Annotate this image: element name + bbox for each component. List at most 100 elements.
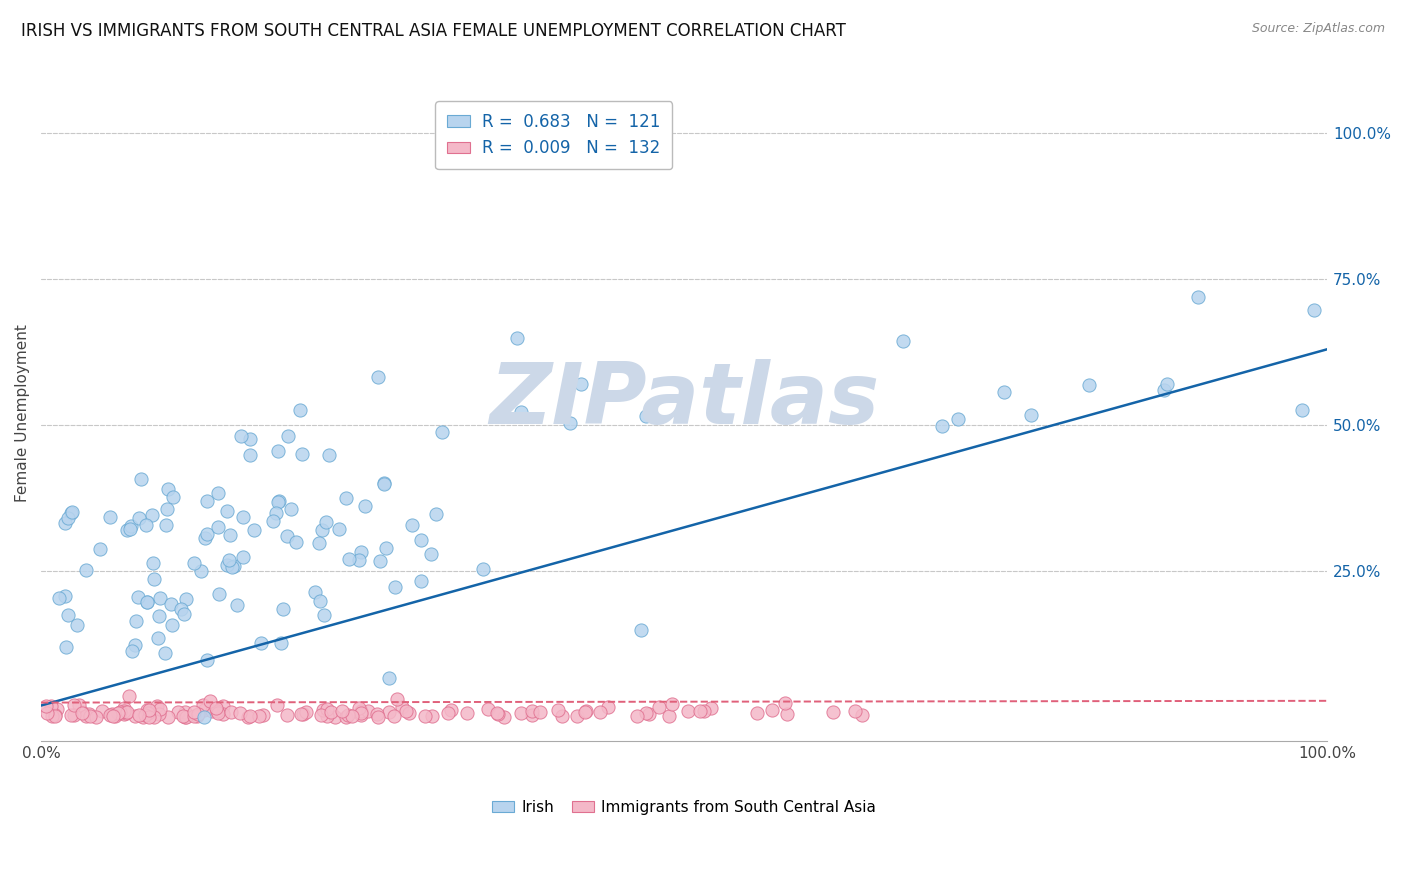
Point — [634, 706, 657, 720]
Point — [149, 591, 172, 606]
Point — [72, 706, 94, 720]
Point — [377, 671, 399, 685]
Point — [160, 618, 183, 632]
Point — [304, 584, 326, 599]
Point — [350, 704, 373, 718]
Point — [104, 709, 127, 723]
Point — [125, 614, 148, 628]
Point — [266, 698, 288, 713]
Point — [134, 708, 156, 723]
Point — [129, 472, 152, 486]
Point — [551, 708, 574, 723]
Point — [132, 710, 155, 724]
Point — [100, 707, 122, 722]
Point — [225, 598, 247, 612]
Point — [1153, 383, 1175, 397]
Point — [420, 709, 443, 723]
Point — [288, 403, 311, 417]
Point — [276, 708, 298, 723]
Point — [67, 698, 90, 712]
Point — [367, 370, 389, 384]
Text: ZIPatlas: ZIPatlas — [489, 359, 879, 442]
Point — [174, 710, 197, 724]
Point — [48, 591, 70, 606]
Point — [162, 491, 184, 505]
Point — [243, 523, 266, 537]
Point — [700, 701, 723, 715]
Point — [89, 542, 111, 557]
Point — [472, 562, 495, 576]
Point — [195, 494, 218, 508]
Point — [350, 706, 373, 720]
Point — [374, 541, 396, 556]
Point — [217, 558, 239, 572]
Point — [946, 412, 969, 426]
Point — [239, 432, 262, 446]
Point — [401, 518, 423, 533]
Point — [121, 644, 143, 658]
Point — [569, 377, 592, 392]
Point — [156, 502, 179, 516]
Point — [46, 702, 69, 716]
Point — [146, 632, 169, 646]
Point — [249, 709, 271, 723]
Point — [207, 587, 229, 601]
Point — [335, 491, 357, 506]
Point — [315, 702, 337, 716]
Point — [547, 703, 569, 717]
Point — [136, 706, 159, 721]
Point — [207, 520, 229, 534]
Point — [560, 417, 582, 431]
Point — [492, 710, 515, 724]
Point — [1021, 408, 1043, 422]
Point — [108, 706, 131, 720]
Point — [231, 429, 253, 443]
Point — [195, 653, 218, 667]
Point — [350, 708, 373, 723]
Point — [267, 495, 290, 509]
Point — [1078, 378, 1101, 392]
Point — [44, 709, 66, 723]
Point — [567, 709, 589, 723]
Point — [101, 707, 124, 722]
Point — [1187, 290, 1209, 304]
Point — [398, 706, 420, 720]
Point — [1291, 402, 1313, 417]
Point — [148, 706, 170, 721]
Point — [676, 704, 699, 718]
Point — [124, 709, 146, 723]
Point — [167, 705, 190, 719]
Point — [318, 448, 340, 462]
Point — [391, 699, 413, 714]
Point — [276, 529, 298, 543]
Point — [419, 547, 441, 561]
Point — [146, 698, 169, 713]
Point — [56, 607, 79, 622]
Point — [626, 709, 648, 723]
Point — [176, 592, 198, 607]
Point — [328, 522, 350, 536]
Point — [173, 709, 195, 723]
Point — [336, 708, 359, 723]
Point — [844, 704, 866, 718]
Point — [357, 704, 380, 718]
Point — [312, 703, 335, 717]
Point — [368, 554, 391, 568]
Point — [173, 607, 195, 622]
Point — [112, 701, 135, 715]
Point — [160, 597, 183, 611]
Point — [316, 709, 339, 723]
Point — [55, 640, 77, 654]
Point — [290, 706, 312, 721]
Point — [437, 706, 460, 721]
Point — [219, 705, 242, 719]
Point — [186, 709, 208, 723]
Point — [59, 708, 82, 723]
Point — [153, 646, 176, 660]
Point — [262, 514, 284, 528]
Point — [349, 552, 371, 566]
Point — [207, 486, 229, 500]
Point — [124, 638, 146, 652]
Point — [205, 701, 228, 715]
Point — [156, 482, 179, 496]
